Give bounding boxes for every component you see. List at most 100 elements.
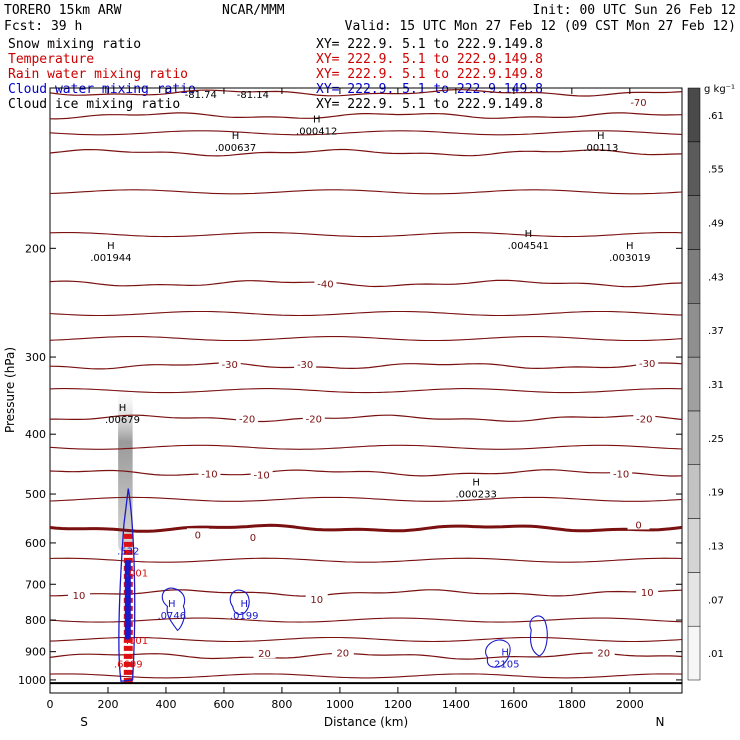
- y-tick-label: 1000: [18, 674, 46, 687]
- isotherm-label-bg: [610, 467, 633, 479]
- maximum-value: .003019: [609, 253, 650, 264]
- maximum-marker: H: [119, 403, 127, 414]
- forecast-hour: Fcst: 39 h: [4, 19, 82, 34]
- maximum-marker: H: [597, 131, 605, 142]
- isotherm-label: -10: [201, 469, 217, 480]
- legend-entry: Temperature: [8, 52, 94, 67]
- maximum-marker: H: [472, 477, 480, 488]
- x-tick-label: 1600: [500, 698, 528, 711]
- maximum-marker: H: [232, 131, 240, 142]
- x-tick-label: 600: [213, 698, 234, 711]
- isotherm-line: [50, 310, 682, 317]
- isotherm-label: 20: [336, 649, 349, 660]
- maximum-value: .00679: [105, 415, 140, 426]
- cloud-water-contour: [118, 488, 136, 682]
- colorbar-label: .61: [708, 111, 724, 122]
- legend-entry: Rain water mixing ratio: [8, 67, 188, 82]
- x-tick-label: 800: [271, 698, 292, 711]
- isotherm-label: -20: [239, 414, 255, 425]
- colorbar-segment: [687, 303, 701, 358]
- cloud-water-marker: H: [501, 647, 509, 658]
- maximum-value: .004541: [508, 241, 549, 252]
- init-time: Init: 00 UTC Sun 26 Feb 12: [533, 3, 737, 18]
- cloud-water-core: [124, 560, 131, 640]
- isotherm-label-bg: [241, 531, 264, 543]
- rain-value: .001: [126, 636, 148, 647]
- valid-time: Valid: 15 UTC Mon 27 Feb 12 (09 CST Mon …: [345, 19, 736, 34]
- colorbar-label: .55: [708, 165, 724, 176]
- isotherm-label-bg: [186, 528, 209, 540]
- y-tick-label: 700: [25, 578, 46, 591]
- maximum-value: .000412: [296, 127, 337, 138]
- colorbar-segment: [687, 249, 701, 304]
- isotherm-line: [50, 112, 682, 120]
- cloud-water-marker: H: [168, 599, 176, 610]
- isotherm-label: -70: [630, 98, 646, 109]
- x-tick-label: 400: [155, 698, 176, 711]
- colorbar: .01 .07 .13 .19 .25 .31 .37 .43 .49 .55 .61 g kg⁻¹: [687, 84, 735, 681]
- cloud-water-marker: H: [240, 599, 248, 610]
- isotherm-line: [50, 388, 682, 394]
- isotherm-label-bg: [627, 518, 650, 530]
- colorbar-segment: [687, 87, 701, 143]
- isotherm-label: -10: [613, 469, 629, 480]
- isotherm-label-bg: [67, 588, 90, 600]
- legend: Snow mixing ratio XY= 222.9. 5.1 to 222.9…: [8, 37, 543, 112]
- x-tick-label: 200: [97, 698, 118, 711]
- maximum-value: .00113: [583, 143, 618, 154]
- colorbar-segment: [687, 195, 701, 250]
- isotherm-label: -30: [297, 360, 313, 371]
- isotherm-line: [50, 652, 682, 660]
- y-tick-label: 800: [25, 614, 46, 627]
- plot-frame: [49, 87, 683, 694]
- isotherm-label: -30: [222, 360, 238, 371]
- top-value: -81.14: [237, 90, 269, 101]
- isotherm-label-bg: [253, 647, 276, 659]
- isotherm-label-bg: [198, 467, 221, 479]
- y-tick-label: 900: [25, 646, 46, 659]
- cloud-water-contour: [485, 639, 511, 668]
- maximum-marker: H: [313, 115, 321, 126]
- isotherm-line: [50, 336, 682, 342]
- legend-xy: XY= 222.9. 5.1 to 222.9.149.8: [316, 97, 543, 112]
- colorbar-label: .49: [708, 219, 724, 230]
- y-tick-label: 600: [25, 537, 46, 550]
- isotherm-label: -10: [253, 471, 269, 482]
- direction-south: S: [80, 715, 88, 729]
- legend-xy: XY= 222.9. 5.1 to 222.9.149.8: [316, 67, 543, 82]
- isotherm-label-bg: [331, 646, 354, 658]
- colorbar-label: .31: [708, 380, 724, 391]
- isotherm-label-bg: [592, 646, 615, 658]
- isotherm-label: 0: [635, 520, 641, 531]
- colorbar-segment: [687, 410, 701, 465]
- axes: 0 200 400 600 800 1000 1200 1400 1600 1800 2000200…: [18, 88, 682, 711]
- isotherm-line: [50, 444, 682, 450]
- cloud-water-value: .0746: [157, 611, 186, 622]
- colorbar-label: .43: [708, 272, 724, 283]
- y-tick-label: 200: [25, 242, 46, 255]
- isotherm-label-bg: [636, 357, 659, 369]
- isotherm-label: 20: [597, 649, 610, 660]
- snow-shading: [118, 382, 133, 552]
- isotherm-line: [50, 496, 682, 502]
- legend-xy: XY= 222.9. 5.1 to 222.9.149.8: [316, 52, 543, 67]
- colorbar-segment: [687, 464, 701, 519]
- isotherm-line: [50, 636, 682, 643]
- colorbar-segment: [687, 518, 701, 573]
- plot-contents: -70 -40 -30 -30 -30 -20 -20 -20 -10 -10 -10 0 0 0 10 10…: [50, 89, 682, 685]
- maximum-marker: H: [525, 229, 533, 240]
- isotherm-label: -20: [636, 414, 652, 425]
- x-tick-label: 1000: [326, 698, 354, 711]
- x-tick-label: 1200: [384, 698, 412, 711]
- isotherm-label-bg: [636, 585, 659, 597]
- isotherm-line: [50, 279, 682, 288]
- cloud-water-contour: [161, 587, 186, 632]
- column-value: .532: [117, 547, 139, 558]
- legend-entry: Cloud ice mixing ratio: [8, 97, 180, 112]
- maximum-value: .000233: [455, 489, 496, 500]
- isotherm-line: [50, 589, 682, 597]
- isotherm-line: [50, 617, 682, 623]
- colorbar-segment: [687, 356, 701, 412]
- y-tick-label: 300: [25, 351, 46, 364]
